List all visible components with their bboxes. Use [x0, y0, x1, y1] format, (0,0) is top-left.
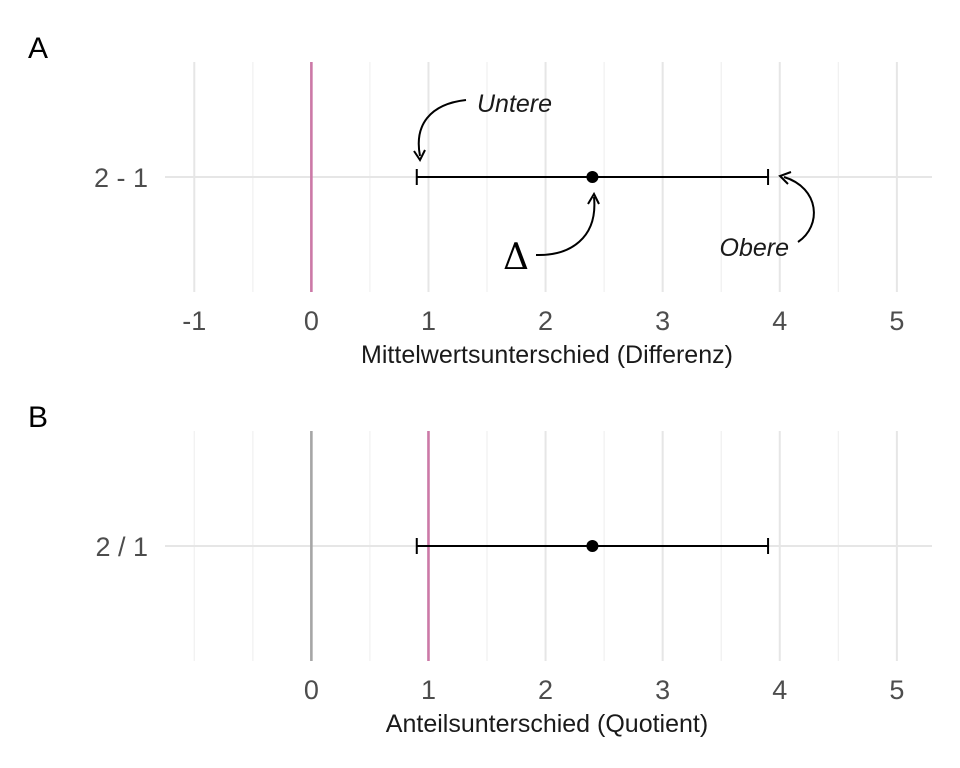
panel-b-estimate-point [586, 540, 599, 552]
panel-b-tick-labels: 0 1 2 3 4 5 [304, 675, 905, 705]
panel-a-x-tick-label: -1 [182, 306, 206, 336]
annotation-upper-arrow [783, 176, 815, 243]
panel-a-tag: A [28, 32, 48, 65]
panel-a-x-tick-label: 3 [655, 306, 670, 336]
panel-a-tick-labels: -1 0 1 2 3 4 5 [182, 306, 904, 336]
annotation-lower-arrow [417, 99, 467, 157]
panel-b-x-axis-title: Anteilsunterschied (Quotient) [386, 710, 708, 738]
panel-a-x-tick-label: 0 [304, 306, 319, 336]
panel-b-tag: B [28, 401, 48, 434]
panel-a-x-tick-label: 1 [421, 306, 436, 336]
annotation-delta-arrowhead [587, 191, 600, 205]
panel-a-x-tick-label: 5 [889, 306, 904, 336]
panel-a-category-label: 2 - 1 [94, 163, 148, 193]
panel-a-estimate-point [586, 171, 599, 183]
panel-b-category-label: 2 / 1 [95, 532, 148, 562]
annotation-upper-arrowhead [778, 171, 792, 185]
panel-a: -1 0 1 2 3 4 5 A 2 - 1 Mittelwertsunterschied … [28, 32, 932, 369]
annotation-upper-label: Obere [720, 234, 789, 262]
panel-b-marks [310, 431, 770, 661]
annotation-lower-arrowhead [413, 149, 426, 162]
annotation-lower-label: Untere [477, 90, 552, 118]
panel-b-x-tick-label: 5 [889, 675, 904, 705]
annotation-delta-arrow [535, 196, 596, 257]
panel-b-x-tick-label: 1 [421, 675, 436, 705]
panel-b-x-tick-label: 2 [538, 675, 553, 705]
panel-b: 0 1 2 3 4 5 B 2 / 1 Anteilsunterschied (Quoti… [28, 401, 932, 738]
panel-b-x-tick-label: 3 [655, 675, 670, 705]
panel-a-marks [310, 62, 770, 292]
panel-b-x-tick-label: 0 [304, 675, 319, 705]
panel-a-x-axis-title: Mittelwertsunterschied (Differenz) [361, 341, 733, 369]
panel-a-x-tick-label: 4 [772, 306, 787, 336]
panel-b-x-tick-label: 4 [772, 675, 787, 705]
panel-a-x-tick-label: 2 [538, 306, 553, 336]
annotation-delta-label: Δ [503, 237, 529, 278]
